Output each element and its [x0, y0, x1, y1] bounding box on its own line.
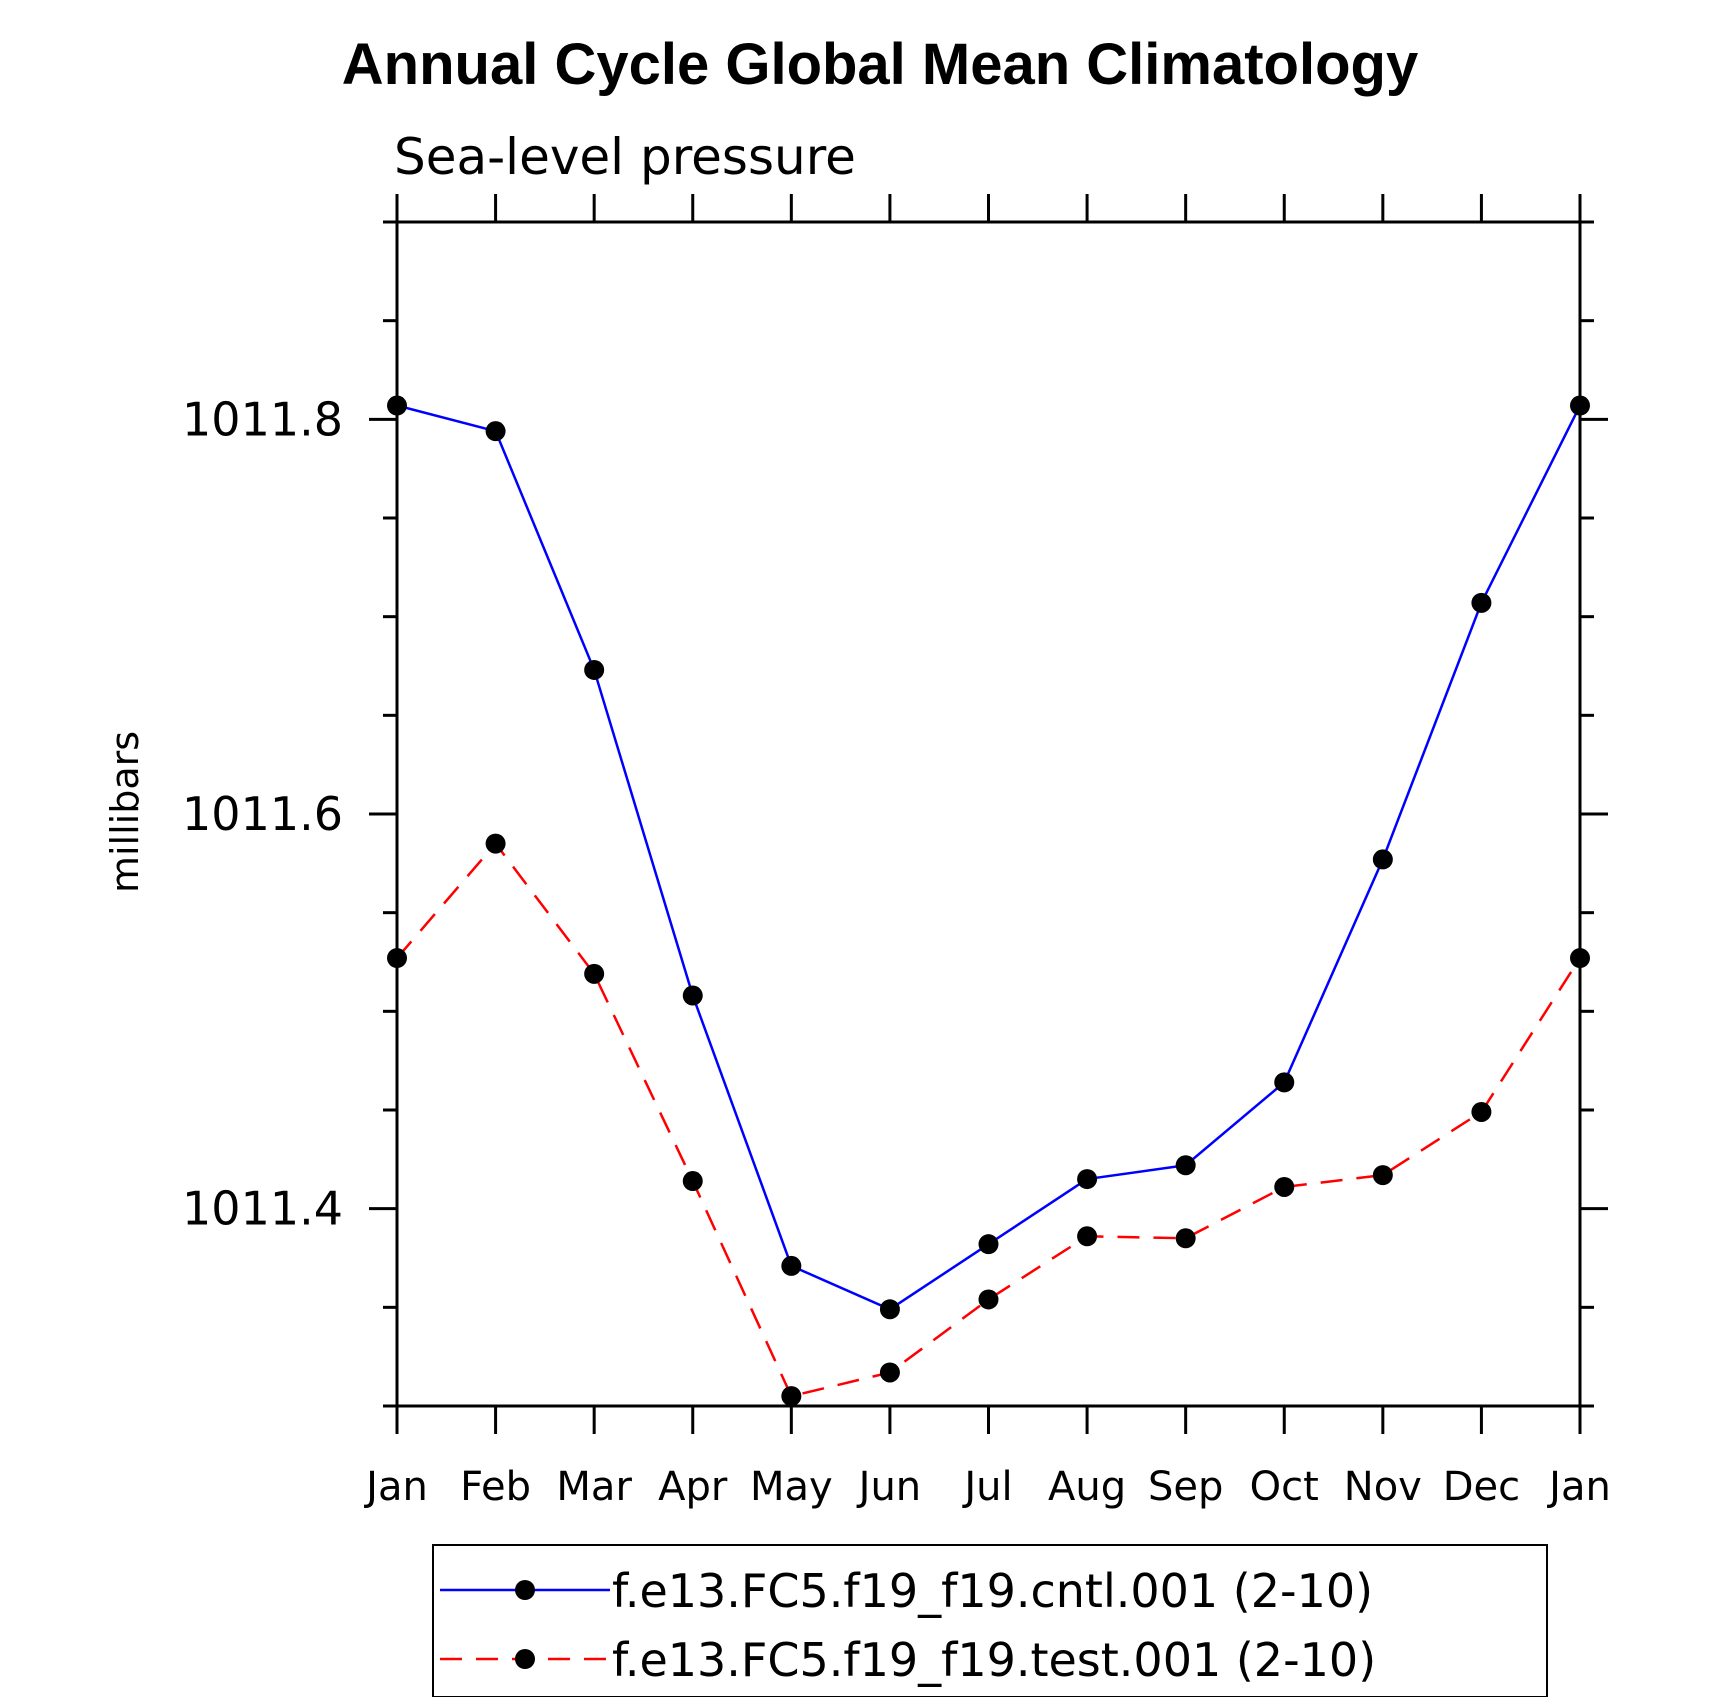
- data-point-series-1: [1077, 1226, 1098, 1247]
- y-axis-label: millibars: [103, 731, 147, 893]
- data-point-series-0: [1274, 1072, 1295, 1093]
- legend-marker-cntl: [515, 1580, 535, 1600]
- x-tick-label: Sep: [1148, 1464, 1223, 1510]
- series-line-1: [396, 842, 1582, 1398]
- y-tick-label: 1011.8: [182, 392, 343, 446]
- data-point-series-1: [682, 1171, 703, 1192]
- chart-subtitle: Sea-level pressure: [394, 128, 856, 186]
- x-tick-label: Jan: [1546, 1464, 1611, 1510]
- data-point-series-0: [682, 985, 703, 1006]
- data-point-series-0: [1471, 592, 1492, 613]
- x-tick-label: Jul: [961, 1464, 1012, 1510]
- x-tick-label: Apr: [658, 1464, 728, 1510]
- x-tick-label: Jan: [363, 1464, 428, 1510]
- data-point-series-1: [1274, 1176, 1295, 1197]
- data-point-series-1: [485, 833, 506, 854]
- data-point-series-0: [387, 395, 407, 416]
- y-tick-label: 1011.4: [182, 1182, 343, 1236]
- legend-label-test: f.e13.FC5.f19_f19.test.001 (2-10): [612, 1633, 1376, 1687]
- x-tick-label: Jun: [856, 1464, 922, 1510]
- chart-title: Annual Cycle Global Mean Climatology: [342, 32, 1418, 97]
- data-point-series-1: [1471, 1101, 1492, 1122]
- data-point-series-1: [584, 963, 605, 984]
- legend: f.e13.FC5.f19_f19.cntl.001 (2-10) f.e13.…: [432, 1544, 1548, 1697]
- data-point-series-1: [387, 948, 407, 969]
- data-point-series-0: [879, 1299, 900, 1320]
- y-tick-labels: 1011.4 1011.6 1011.8: [182, 392, 343, 1235]
- data-point-series-0: [1175, 1155, 1196, 1176]
- x-tick-label: Aug: [1048, 1464, 1126, 1510]
- data-point-series-0: [1372, 849, 1393, 870]
- data-point-series-1: [879, 1362, 900, 1383]
- data-point-series-1: [781, 1386, 802, 1407]
- data-point-series-1: [1570, 948, 1590, 969]
- data-point-series-1: [978, 1289, 999, 1310]
- data-point-series-0: [1570, 395, 1590, 416]
- legend-marker-test: [515, 1649, 535, 1669]
- x-tick-label: Nov: [1344, 1464, 1422, 1510]
- data-point-series-1: [1175, 1228, 1196, 1249]
- x-tick-labels: Jan Feb Mar Apr May Jun Jul Aug Sep Oct Nov Dec Jan: [363, 1464, 1611, 1510]
- plot-frame: [395, 220, 1582, 1408]
- x-tick-label: May: [750, 1464, 833, 1510]
- legend-box: [432, 1544, 1548, 1697]
- x-tick-label: Oct: [1250, 1464, 1319, 1510]
- series-layer: [387, 395, 1590, 1407]
- x-tick-label: Dec: [1443, 1464, 1520, 1510]
- data-point-series-1: [1372, 1165, 1393, 1186]
- x-tick-label: Mar: [556, 1464, 632, 1510]
- y-tick-label: 1011.6: [182, 787, 343, 841]
- data-point-series-0: [978, 1234, 999, 1255]
- data-point-series-0: [1077, 1169, 1098, 1190]
- x-tick-label: Feb: [460, 1464, 531, 1510]
- series-line-0: [396, 404, 1582, 1311]
- axis-ticks: [369, 194, 1608, 1434]
- data-point-series-0: [781, 1255, 802, 1276]
- data-point-series-0: [584, 659, 605, 680]
- legend-label-cntl: f.e13.FC5.f19_f19.cntl.001 (2-10): [612, 1564, 1373, 1618]
- data-point-series-0: [485, 421, 506, 442]
